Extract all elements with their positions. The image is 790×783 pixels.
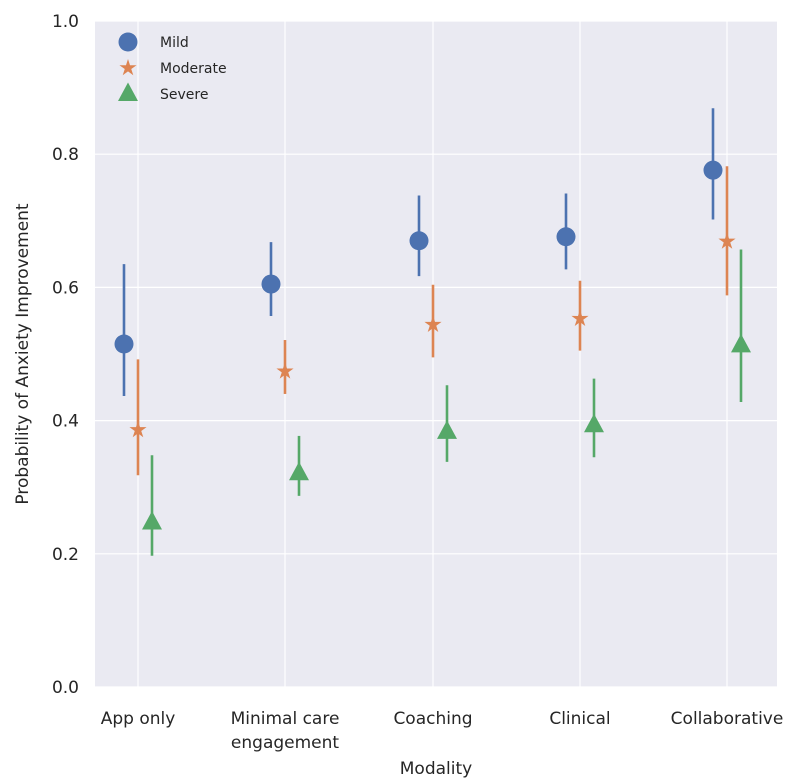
data-point-circle (703, 160, 723, 180)
y-tick-label: 0.0 (52, 678, 79, 698)
x-tick-label: Clinical (549, 709, 610, 729)
x-tick-label: Collaborative (671, 709, 784, 729)
y-axis-title: Probability of Anxiety Improvement (13, 203, 33, 505)
data-point-star (129, 420, 147, 438)
legend-label: Severe (160, 87, 208, 103)
legend: Mild Moderate Severe (118, 32, 227, 103)
x-axis-title: Modality (400, 759, 472, 779)
data-point-star (718, 232, 736, 249)
y-tick-label: 0.2 (52, 545, 79, 565)
data-point-circle (556, 227, 576, 247)
x-tick-label: engagement (231, 733, 339, 753)
data-point-triangle (584, 413, 604, 433)
data-point-triangle (289, 461, 309, 481)
y-tick-label: 1.0 (52, 12, 79, 32)
data-point-star (276, 362, 294, 379)
legend-marker (119, 59, 137, 76)
data-point-triangle (731, 333, 751, 353)
data-marks (114, 108, 751, 556)
data-point-star (571, 309, 589, 326)
legend-label: Moderate (160, 61, 227, 77)
y-tick-label: 0.6 (52, 278, 79, 298)
y-tick-label: 0.4 (52, 412, 79, 432)
legend-label: Mild (160, 35, 189, 51)
x-tick-label: App only (101, 709, 176, 729)
data-point-triangle (437, 420, 457, 439)
plot-area (95, 21, 777, 687)
x-tick-label: Minimal care (231, 709, 340, 729)
x-tick-label: Coaching (393, 709, 472, 729)
tick-labels: 0.0 0.2 0.4 0.6 0.8 1.0 App only Minimal care en… (52, 12, 783, 753)
data-point-triangle (142, 510, 162, 530)
legend-marker (118, 82, 138, 101)
data-point-circle (261, 274, 281, 294)
data-point-star (424, 315, 442, 332)
legend-marker (118, 32, 138, 52)
data-point-circle (114, 334, 134, 354)
y-tick-label: 0.8 (52, 145, 79, 165)
data-point-circle (409, 231, 429, 251)
